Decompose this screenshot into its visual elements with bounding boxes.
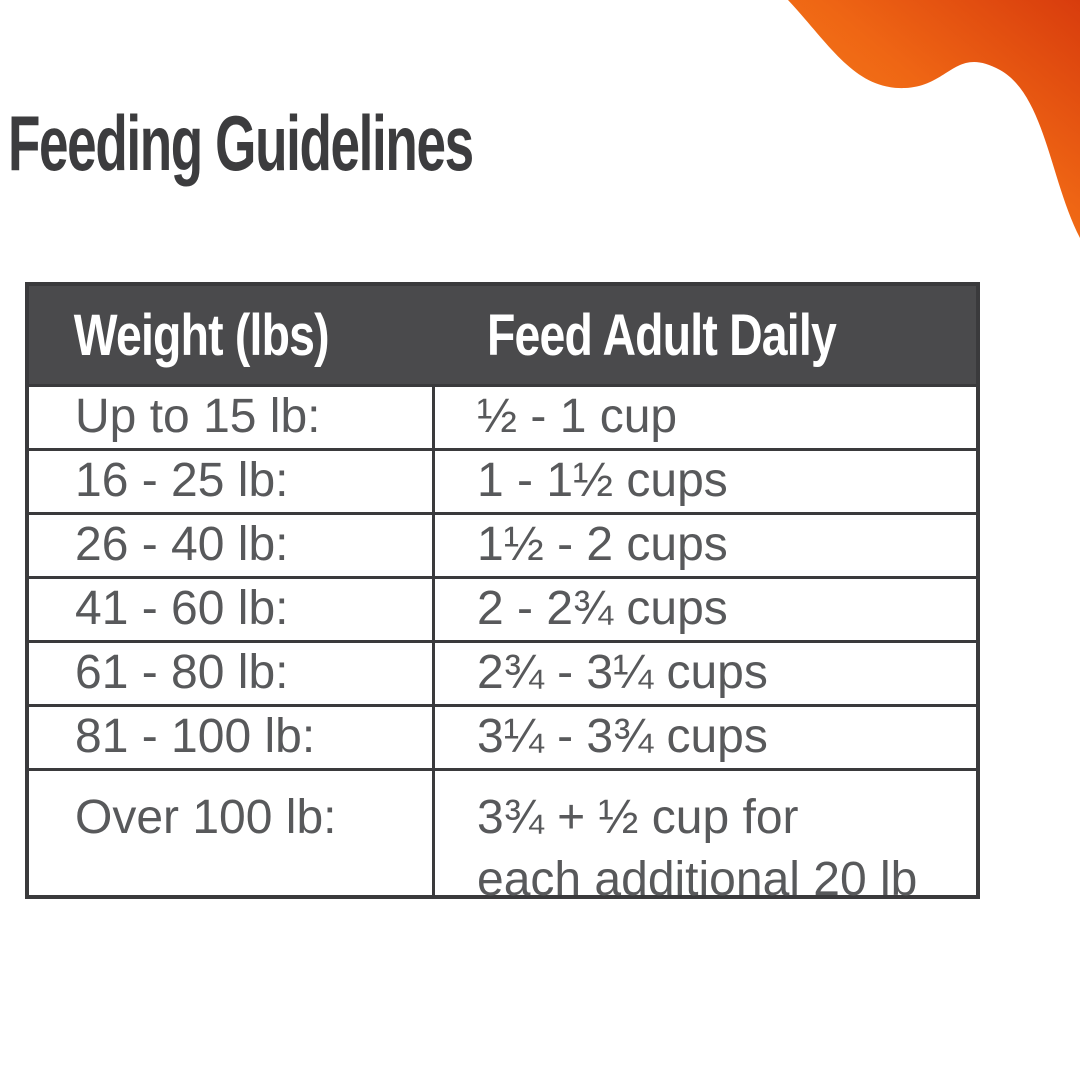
cell-weight: 16 - 25 lb: [29, 451, 435, 512]
cell-amount: 2¾ - 3¼ cups [477, 646, 768, 700]
table-row: 16 - 25 lb: 1 - 1½ cups [29, 448, 976, 512]
table-row: 26 - 40 lb: 1½ - 2 cups [29, 512, 976, 576]
column-header-weight: Weight (lbs) [73, 302, 330, 368]
cell-amount: 3¼ - 3¾ cups [477, 710, 768, 764]
feeding-guidelines-table: Weight (lbs) Feed Adult Daily Up to 15 l… [25, 282, 980, 907]
table-header-row: Weight (lbs) Feed Adult Daily [29, 286, 976, 384]
cell-amount: ½ - 1 cup [477, 390, 678, 444]
cell-weight: Over 100 lb: [29, 771, 435, 895]
cell-weight: 61 - 80 lb: [29, 643, 435, 704]
table-row: Up to 15 lb: ½ - 1 cup [29, 384, 976, 448]
orange-swoosh-decoration [788, 0, 1080, 238]
table-row: 81 - 100 lb: 3¼ - 3¾ cups [29, 704, 976, 768]
table-row: 41 - 60 lb: 2 - 2¾ cups [29, 576, 976, 640]
cell-weight: Up to 15 lb: [29, 387, 435, 448]
table-row: 61 - 80 lb: 2¾ - 3¼ cups [29, 640, 976, 704]
page-title: Feeding Guidelines [8, 99, 474, 187]
column-header-feed-adult-daily: Feed Adult Daily [487, 302, 837, 368]
cell-amount: 3¾ + ½ cup for each additional 20 lb [477, 791, 918, 907]
cell-weight: 81 - 100 lb: [29, 707, 435, 768]
cell-amount: 1½ - 2 cups [477, 518, 728, 572]
table-row: Over 100 lb: 3¾ + ½ cup for each additio… [29, 768, 976, 907]
cell-amount: 2 - 2¾ cups [477, 582, 728, 636]
cell-weight: 26 - 40 lb: [29, 515, 435, 576]
cell-weight: 41 - 60 lb: [29, 579, 435, 640]
cell-amount: 1 - 1½ cups [477, 454, 728, 508]
